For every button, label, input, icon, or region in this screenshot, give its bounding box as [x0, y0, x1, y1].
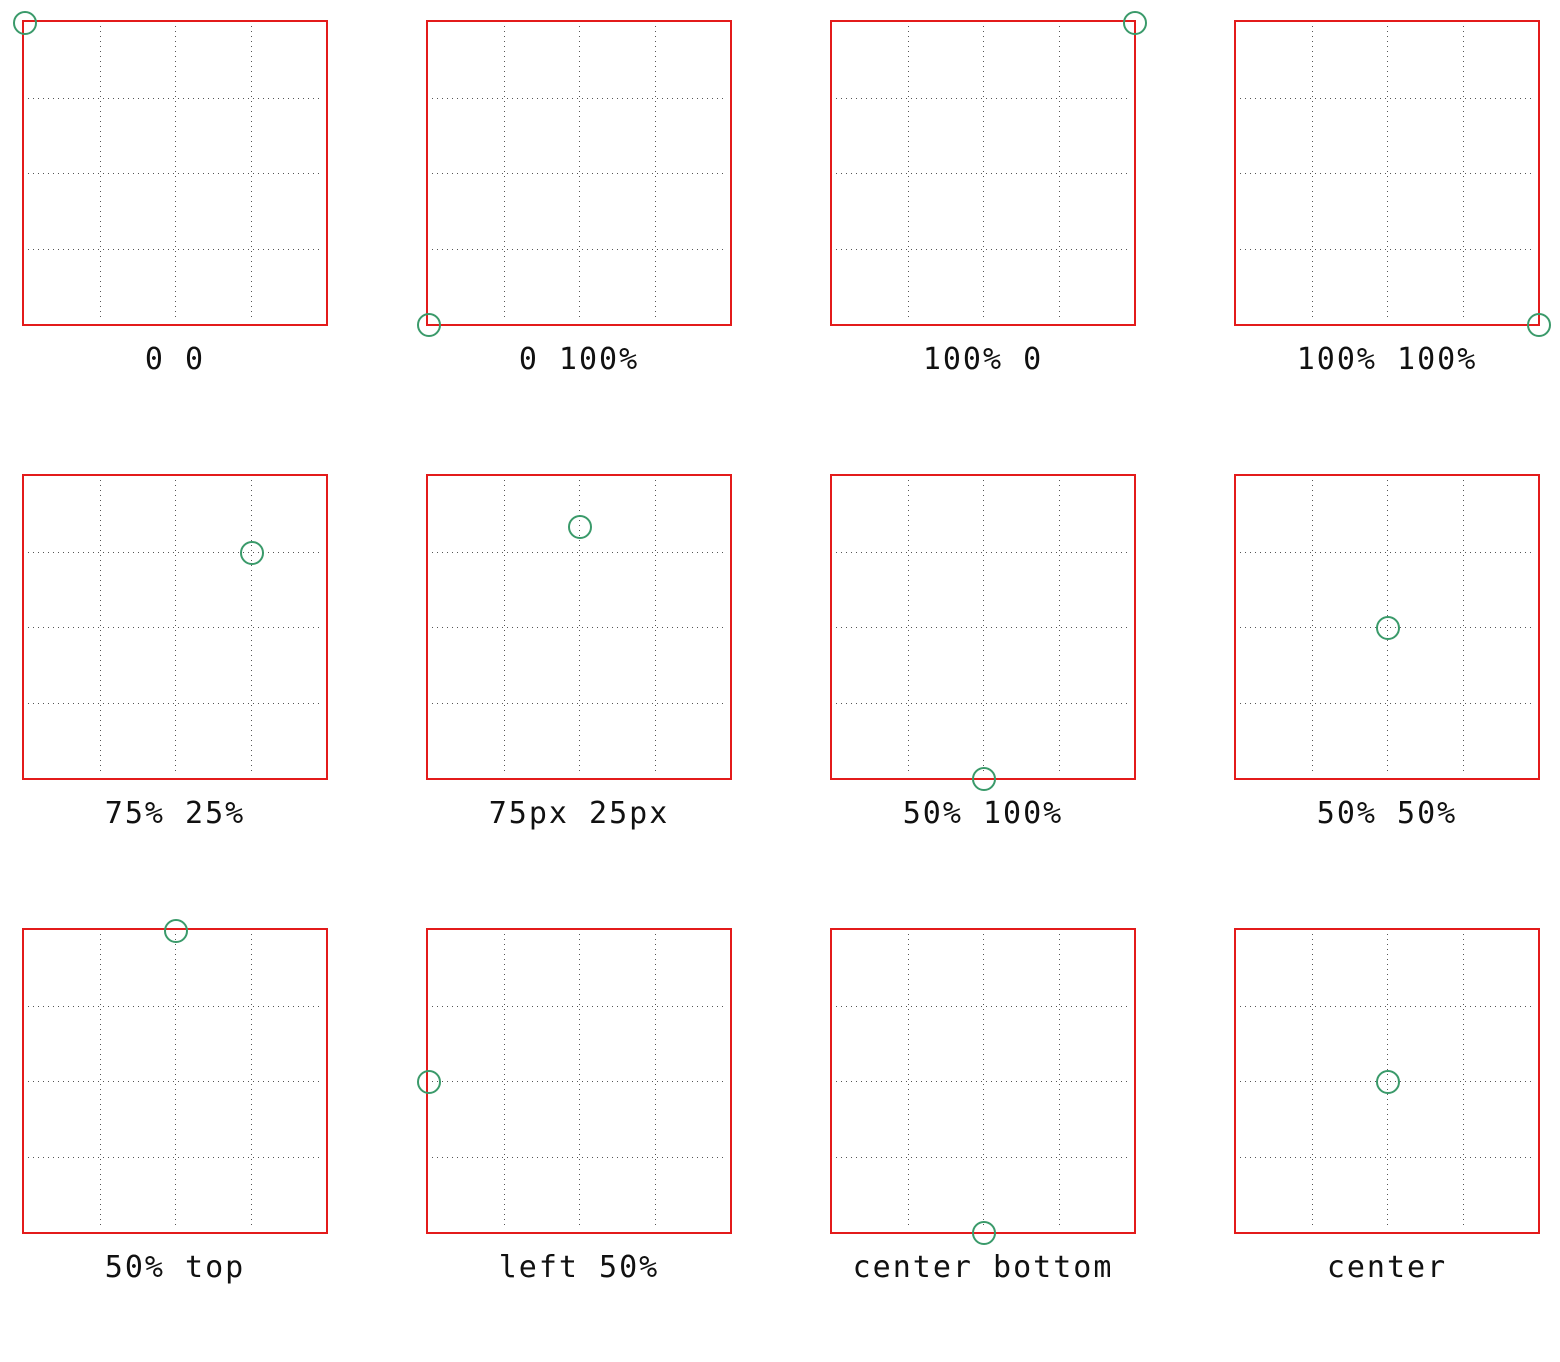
guide-grid — [432, 934, 726, 1228]
reference-box — [830, 11, 1147, 326]
example-cell: 100% 100% — [1212, 0, 1560, 454]
reference-box — [426, 474, 732, 780]
example-label: center — [1326, 1250, 1448, 1285]
guide-grid — [432, 480, 726, 774]
guide-grid — [836, 934, 1130, 1228]
guide-grid — [1240, 934, 1534, 1228]
example-cell: center bottom — [808, 908, 1212, 1362]
example-cell: 100% 0 — [808, 0, 1212, 454]
guide-grid — [1240, 26, 1534, 320]
guide-grid — [1240, 480, 1534, 774]
origin-marker — [417, 1070, 441, 1094]
reference-box — [1234, 20, 1551, 337]
example-cell: 75% 25% — [0, 454, 404, 908]
reference-box — [22, 474, 328, 780]
guide-grid — [836, 480, 1130, 774]
example-cell: 0 0 — [0, 0, 404, 454]
origin-marker — [417, 313, 441, 337]
reference-box — [830, 928, 1136, 1245]
origin-marker — [1123, 11, 1147, 35]
example-label: 50% top — [104, 1250, 246, 1285]
guide-grid — [432, 26, 726, 320]
example-label: 0 0 — [144, 342, 206, 377]
example-label: left 50% — [498, 1250, 660, 1285]
example-cell: 50% 100% — [808, 454, 1212, 908]
example-cell: center — [1212, 908, 1560, 1362]
example-cell: 75px 25px — [404, 454, 808, 908]
reference-box — [22, 919, 328, 1234]
origin-marker — [1376, 1070, 1400, 1094]
example-cell: 50% top — [0, 908, 404, 1362]
reference-box — [417, 928, 732, 1234]
reference-box — [830, 474, 1136, 791]
example-label: 75px 25px — [488, 796, 670, 831]
origin-marker — [568, 515, 592, 540]
origin-marker — [239, 540, 264, 565]
example-label: 100% 100% — [1296, 342, 1478, 377]
example-label: 0 100% — [518, 342, 640, 377]
guide-grid — [28, 480, 322, 774]
origin-marker — [13, 11, 37, 35]
reference-box — [1234, 474, 1540, 780]
example-cell: 50% 50% — [1212, 454, 1560, 908]
origin-marker — [1527, 313, 1551, 337]
origin-marker — [972, 1221, 996, 1245]
reference-box — [13, 11, 328, 326]
reference-box — [417, 20, 732, 337]
guide-grid — [28, 26, 322, 320]
origin-marker — [164, 919, 188, 943]
origin-marker — [1376, 616, 1400, 640]
reference-box — [1234, 928, 1540, 1234]
example-label: 75% 25% — [104, 796, 246, 831]
guide-grid — [28, 934, 322, 1228]
example-cell: left 50% — [404, 908, 808, 1362]
example-label: 50% 50% — [1316, 796, 1458, 831]
example-label: center bottom — [852, 1250, 1114, 1285]
example-label: 100% 0 — [922, 342, 1044, 377]
origin-marker — [972, 767, 996, 791]
guide-grid — [836, 26, 1130, 320]
example-label: 50% 100% — [902, 796, 1064, 831]
origin-examples-grid: 0 0 0 100% 100% 0 100% 100% 75% 25% 75px… — [0, 0, 1560, 1285]
example-cell: 0 100% — [404, 0, 808, 454]
